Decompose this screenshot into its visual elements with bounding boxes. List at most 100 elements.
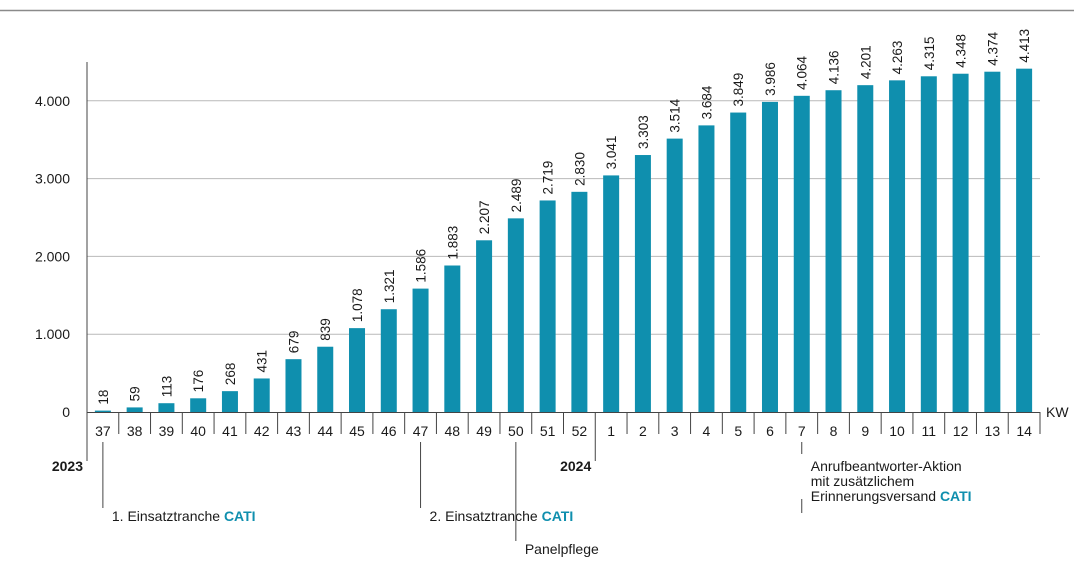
bar (698, 125, 715, 413)
data-label: 3.684 (699, 85, 714, 119)
data-label: 4.348 (954, 34, 969, 68)
bar (412, 288, 429, 412)
y-tick-label: 4.000 (35, 93, 70, 109)
bar (253, 378, 270, 412)
bar (285, 359, 302, 412)
bar (444, 265, 461, 412)
x-tick-label: 13 (985, 423, 1001, 439)
annotation-text: Erinnerungsversand CATI (811, 488, 972, 504)
annotation-text: mit zusätzlichem (811, 473, 914, 489)
x-tick-label: 48 (445, 423, 461, 439)
y-tick-label: 0 (62, 404, 70, 420)
bar (571, 191, 588, 412)
x-tick-label: 10 (889, 423, 905, 439)
x-tick-label: 7 (798, 423, 806, 439)
bar (126, 407, 143, 412)
bars (94, 68, 1033, 413)
x-tick-label: 3 (671, 423, 679, 439)
annotation-text: 2. Einsatztranche CATI (430, 508, 574, 524)
data-label: 2.489 (509, 179, 524, 213)
bar (190, 398, 207, 412)
data-label: 3.514 (668, 98, 683, 132)
year-label: 2023 (52, 458, 83, 474)
annotation-text: Anrufbeantworter-Aktion (811, 458, 962, 474)
data-label: 1.321 (382, 269, 397, 303)
x-tick-label: 12 (953, 423, 969, 439)
data-label: 679 (286, 331, 301, 354)
data-label: 113 (159, 376, 174, 398)
x-tick-label: 14 (1016, 423, 1032, 439)
y-tick-label: 2.000 (35, 248, 70, 264)
bar (984, 71, 1001, 413)
x-tick-label: 50 (508, 423, 524, 439)
data-label: 4.201 (858, 45, 873, 79)
y-axis-ticks: 0 1.000 2.000 3.000 4.000 (35, 93, 70, 420)
x-tick-label: 46 (381, 423, 397, 439)
bar (507, 218, 524, 412)
data-label: 3.041 (604, 136, 619, 170)
x-tick-label: 39 (159, 423, 175, 439)
y-tick-label: 3.000 (35, 171, 70, 187)
bar (349, 328, 366, 412)
x-tick-label: 4 (703, 423, 711, 439)
x-tick-label: 37 (95, 423, 111, 439)
x-tick-label: 2 (639, 423, 647, 439)
data-label: 431 (255, 350, 270, 373)
bar (920, 76, 937, 412)
x-tick-label: 44 (317, 423, 333, 439)
bar (730, 112, 747, 413)
x-tick-label: 49 (476, 423, 492, 439)
bar (94, 410, 111, 412)
bar (666, 138, 683, 413)
data-label: 59 (128, 386, 143, 401)
data-label: 4.315 (922, 36, 937, 70)
bar (761, 101, 778, 413)
x-tick-label: 51 (540, 423, 556, 439)
bar (825, 90, 842, 412)
x-tick-label: 6 (766, 423, 774, 439)
x-tick-label: 8 (830, 423, 838, 439)
data-label: 3.986 (763, 62, 778, 96)
gridlines (87, 100, 1040, 335)
data-label: 4.064 (795, 56, 810, 90)
bar (889, 80, 906, 413)
y-tick-label: 1.000 (35, 326, 70, 342)
data-label: 2.719 (541, 161, 556, 195)
annotations: 1. Einsatztranche CATI 2. Einsatztranche … (102, 442, 972, 557)
data-label: 1.883 (445, 226, 460, 260)
data-label: 2.830 (572, 152, 587, 186)
x-tick-label: 45 (349, 423, 365, 439)
data-label: 268 (223, 363, 238, 386)
annotation-text: Panelpflege (525, 541, 599, 557)
data-label: 18 (96, 390, 111, 405)
bar (1016, 68, 1033, 412)
x-tick-label: 9 (861, 423, 869, 439)
bar (634, 155, 651, 412)
bar (539, 200, 556, 412)
data-label: 1.586 (414, 249, 429, 283)
data-label: 3.849 (731, 73, 746, 107)
bar (380, 309, 397, 412)
bar (317, 346, 334, 412)
data-label: 4.136 (827, 50, 842, 84)
data-label: 4.413 (1017, 29, 1032, 63)
x-tick-label: 5 (734, 423, 742, 439)
x-tick-label: 11 (922, 423, 937, 439)
data-label: 1.078 (350, 288, 365, 322)
data-label: 176 (191, 370, 206, 393)
data-label: 4.263 (890, 41, 905, 75)
bar (793, 95, 810, 412)
annotation-text: 1. Einsatztranche CATI (112, 508, 256, 524)
data-label: 3.303 (636, 115, 651, 149)
x-tick-label: 43 (286, 423, 302, 439)
bar (857, 85, 874, 412)
x-tick-label: 52 (572, 423, 588, 439)
x-tick-label: 38 (127, 423, 143, 439)
x-tick-label: 42 (254, 423, 270, 439)
bar (952, 73, 969, 413)
data-labels: 18 59 113 176 268 431 679 839 1.078 1.321 1.586 1.8… (96, 29, 1032, 405)
x-tick-label: 41 (222, 423, 238, 439)
data-label: 4.374 (985, 31, 1000, 65)
data-label: 2.207 (477, 200, 492, 234)
